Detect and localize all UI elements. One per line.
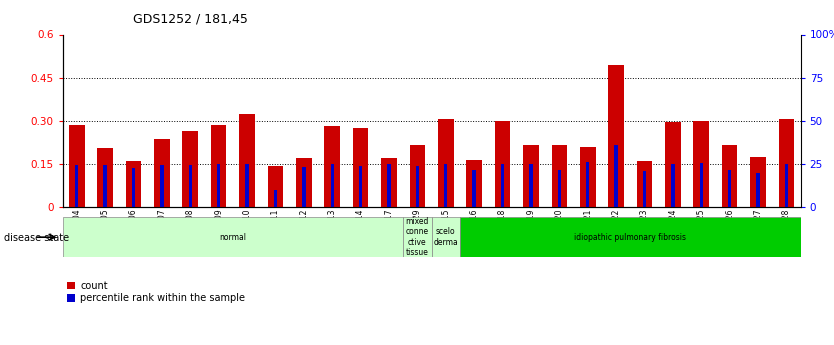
Bar [756, 172, 760, 207]
Bar [75, 165, 78, 207]
Text: normal: normal [219, 233, 246, 242]
Bar [217, 165, 220, 207]
Text: GDS1252 / 181,45: GDS1252 / 181,45 [133, 12, 249, 25]
Bar [98, 148, 113, 207]
Bar [403, 217, 432, 257]
Bar [296, 158, 312, 207]
Bar [636, 161, 652, 207]
Bar [722, 145, 737, 207]
Bar [324, 127, 340, 207]
Bar [495, 121, 510, 207]
Bar [63, 217, 403, 257]
Bar [239, 114, 255, 207]
Bar [501, 165, 505, 207]
Text: idiopathic pulmonary fibrosis: idiopathic pulmonary fibrosis [575, 233, 686, 242]
Bar [409, 145, 425, 207]
Bar [154, 139, 169, 207]
Bar [586, 162, 590, 207]
Bar [353, 128, 369, 207]
Bar [126, 161, 141, 207]
Bar [671, 165, 675, 207]
Bar [785, 165, 788, 207]
Bar [608, 65, 624, 207]
Bar [160, 165, 163, 207]
Bar [466, 159, 482, 207]
Bar [330, 165, 334, 207]
Bar [183, 131, 198, 207]
Bar [211, 125, 227, 207]
Bar [580, 147, 595, 207]
Text: disease state: disease state [4, 233, 69, 243]
Bar [359, 166, 362, 207]
Bar [432, 217, 460, 257]
Bar [302, 167, 305, 207]
Bar [387, 165, 390, 207]
Bar [268, 166, 284, 207]
Bar [779, 119, 794, 207]
Bar [188, 165, 192, 207]
Bar [551, 145, 567, 207]
Bar [274, 190, 277, 207]
Bar [700, 163, 703, 207]
Bar [523, 145, 539, 207]
Bar [694, 121, 709, 207]
Bar [460, 217, 801, 257]
Bar [415, 166, 420, 207]
Bar [751, 157, 766, 207]
Bar [665, 122, 681, 207]
Text: scelo
derma: scelo derma [434, 227, 458, 247]
Bar [615, 145, 618, 207]
Bar [643, 171, 646, 207]
Bar [69, 125, 84, 207]
Legend: count, percentile rank within the sample: count, percentile rank within the sample [68, 281, 245, 303]
Bar [132, 168, 135, 207]
Bar [728, 170, 731, 207]
Bar [558, 170, 561, 207]
Bar [103, 165, 107, 207]
Bar [473, 170, 476, 207]
Bar [381, 158, 397, 207]
Bar [438, 119, 454, 207]
Text: mixed
conne
ctive
tissue: mixed conne ctive tissue [405, 217, 429, 257]
Bar [245, 164, 249, 207]
Bar [530, 165, 533, 207]
Bar [444, 165, 448, 207]
